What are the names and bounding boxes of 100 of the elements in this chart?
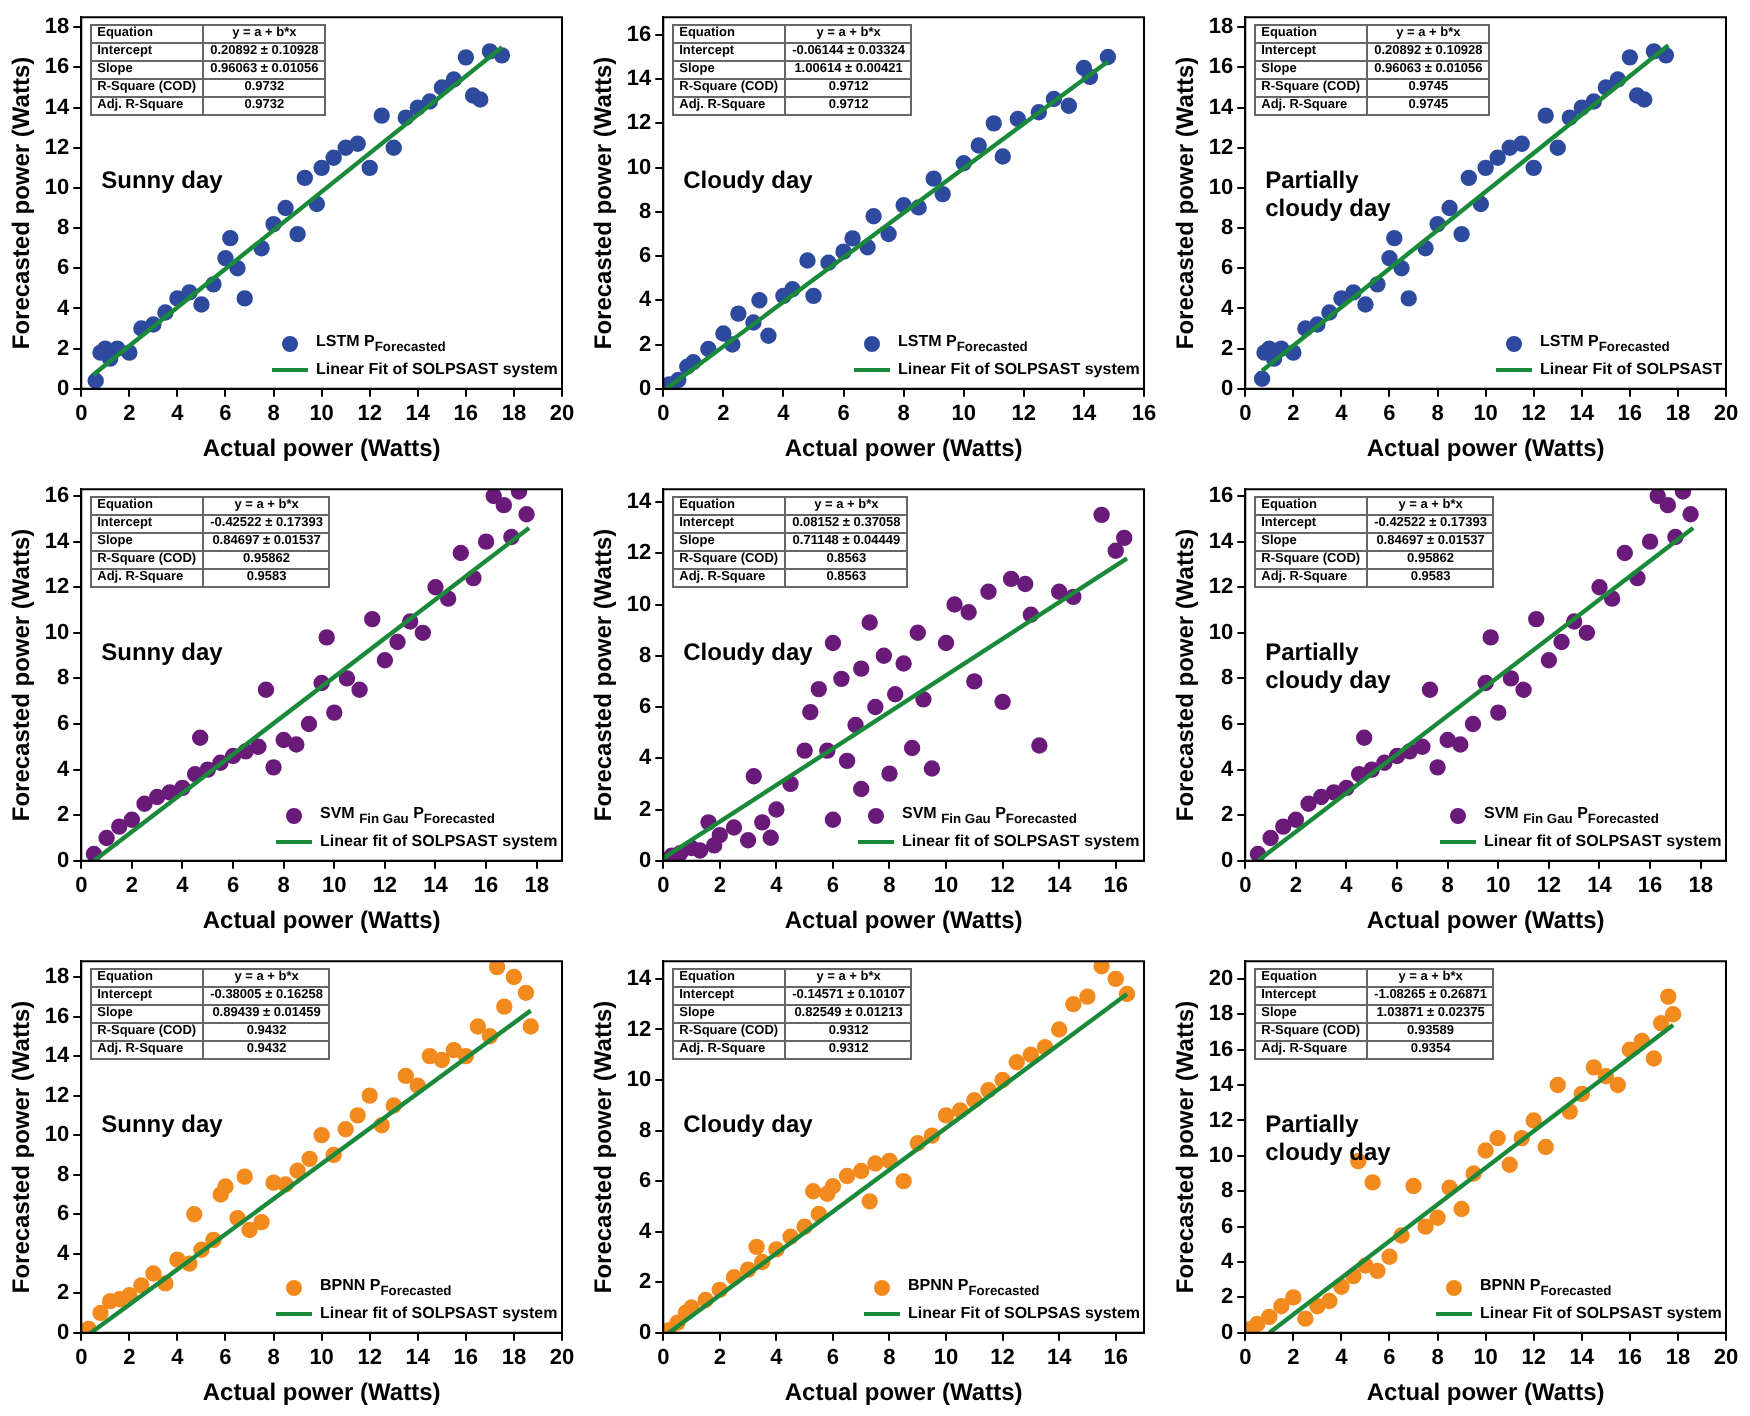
y-tick-label: 2 [1221, 1285, 1234, 1310]
point [1525, 1112, 1542, 1129]
y-tick-label: 12 [1208, 575, 1234, 600]
x-axis-title: Actual power (Watts) [784, 1378, 1023, 1407]
y-tick-label: 12 [626, 541, 652, 566]
point [853, 1162, 870, 1180]
x-axis-title: Actual power (Watts) [1366, 906, 1605, 935]
x-axis-title: Actual power (Watts) [784, 434, 1023, 463]
y-tick-label: 8 [1221, 1179, 1234, 1204]
x-tick-label: 16 [1103, 1346, 1128, 1371]
y-tick-label: 14 [44, 95, 72, 120]
point [385, 139, 402, 156]
point [445, 1041, 463, 1059]
annotation: Sunny day [101, 637, 225, 666]
y-axis-title: Forecasted power (Watts) [7, 56, 36, 350]
point [903, 739, 921, 757]
point [1429, 1209, 1446, 1226]
point [886, 686, 904, 703]
y-tick-label: 4 [639, 1219, 654, 1244]
point [1107, 542, 1124, 559]
point [711, 826, 729, 844]
y-tick-label: 12 [1208, 1108, 1234, 1133]
y-tick-label: 12 [1208, 135, 1234, 160]
x-tick-label: 18 [1665, 402, 1691, 427]
y-tick-label: 4 [57, 1241, 72, 1266]
x-tick-label: 18 [501, 402, 527, 427]
point [1636, 91, 1653, 108]
point [760, 327, 777, 344]
point [895, 1172, 912, 1190]
legend-label: Linear Fit of SOLPSAS system [908, 1304, 1141, 1323]
y-tick-label: 8 [639, 1118, 652, 1143]
point [1414, 738, 1431, 756]
point [253, 1213, 270, 1231]
point [881, 765, 898, 782]
x-tick-label: 2 [713, 1346, 726, 1371]
point [361, 159, 378, 177]
point [1355, 729, 1373, 746]
y-tick-label: 8 [57, 1162, 70, 1187]
point [804, 1183, 822, 1200]
x-tick-label: 4 [171, 402, 186, 427]
point [1297, 1310, 1314, 1327]
point [1262, 829, 1279, 847]
point [325, 149, 342, 167]
point [1477, 1142, 1494, 1159]
point [1649, 489, 1666, 505]
y-tick-label: 8 [1221, 216, 1234, 241]
point [518, 506, 535, 523]
point [1116, 529, 1133, 547]
point [318, 629, 335, 646]
point [1477, 159, 1494, 177]
point [427, 579, 444, 596]
y-tick-label: 10 [1208, 1143, 1234, 1168]
legend-label: Linear Fit of SOLPSAST system [1480, 1304, 1722, 1323]
point [824, 811, 842, 828]
point [133, 1277, 150, 1294]
annotation: Partially cloudy day [1265, 165, 1393, 222]
y-tick-label: 2 [639, 1270, 652, 1295]
x-tick-label: 12 [1011, 402, 1037, 427]
x-tick-label: 10 [322, 874, 347, 899]
y-tick-label: 6 [639, 695, 652, 720]
y-tick-label: 10 [1208, 620, 1234, 645]
y-tick-label: 6 [639, 1169, 652, 1194]
x-tick-label: 12 [1536, 874, 1562, 899]
point [505, 968, 523, 986]
point [796, 742, 813, 759]
point [457, 49, 475, 66]
x-tick-label: 20 [549, 1346, 575, 1371]
x-tick-label: 8 [267, 1346, 280, 1371]
y-tick-label: 4 [1221, 757, 1236, 782]
point [1386, 229, 1403, 247]
point [805, 287, 822, 305]
point [875, 647, 893, 664]
y-axis-title: Forecasted power (Watts) [589, 56, 618, 350]
point [1093, 506, 1110, 524]
x-tick-label: 18 [1665, 1346, 1691, 1371]
x-tick-label: 0 [75, 1346, 88, 1371]
y-tick-label: 10 [626, 155, 652, 180]
point [802, 703, 819, 721]
point [1321, 1292, 1338, 1310]
point [861, 1193, 878, 1210]
y-tick-label: 18 [44, 15, 70, 40]
point [1381, 250, 1398, 267]
point [289, 225, 306, 243]
x-tick-label: 4 [1340, 874, 1355, 899]
point [1549, 1076, 1566, 1094]
x-tick-label: 0 [1239, 402, 1252, 427]
y-tick-label: 8 [57, 666, 70, 691]
y-tick-label: 0 [639, 1320, 652, 1345]
point [1249, 1315, 1266, 1333]
y-tick-label: 2 [57, 803, 70, 828]
x-tick-label: 4 [176, 874, 191, 899]
point [748, 1238, 765, 1256]
x-tick-label: 4 [1335, 1346, 1350, 1371]
point [838, 752, 856, 770]
y-tick-label: 4 [57, 757, 72, 782]
point [1464, 715, 1482, 733]
point [1022, 1046, 1040, 1063]
point [937, 634, 955, 652]
x-tick-label: 8 [277, 874, 290, 899]
x-tick-label: 6 [826, 874, 840, 899]
